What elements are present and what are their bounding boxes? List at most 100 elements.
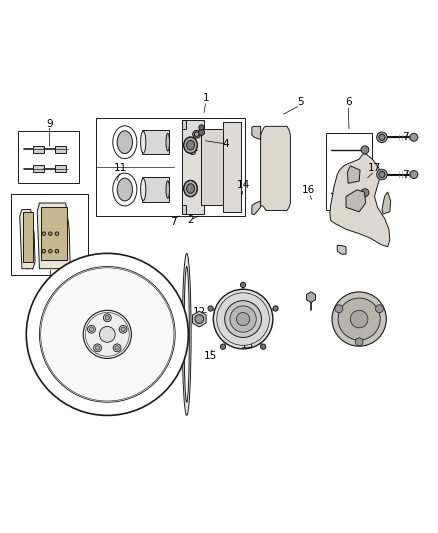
Ellipse shape bbox=[184, 180, 198, 197]
Circle shape bbox=[194, 132, 199, 136]
Circle shape bbox=[193, 130, 201, 138]
Circle shape bbox=[355, 338, 363, 346]
Text: 14: 14 bbox=[237, 181, 250, 190]
Ellipse shape bbox=[182, 253, 191, 415]
Circle shape bbox=[113, 344, 121, 352]
Polygon shape bbox=[182, 205, 186, 214]
Circle shape bbox=[379, 134, 385, 140]
Circle shape bbox=[217, 293, 269, 345]
Polygon shape bbox=[192, 311, 206, 327]
Ellipse shape bbox=[166, 133, 170, 151]
Circle shape bbox=[199, 125, 204, 130]
Circle shape bbox=[195, 314, 204, 324]
Circle shape bbox=[89, 327, 94, 332]
Bar bbox=[55, 165, 66, 172]
Bar bbox=[23, 212, 33, 262]
Bar bbox=[182, 120, 204, 214]
Text: 16: 16 bbox=[302, 185, 315, 195]
Ellipse shape bbox=[141, 179, 146, 200]
Circle shape bbox=[42, 249, 46, 253]
Circle shape bbox=[105, 316, 110, 320]
Text: 3: 3 bbox=[189, 147, 196, 157]
Bar bbox=[11, 194, 88, 275]
Bar bbox=[41, 207, 67, 260]
Ellipse shape bbox=[113, 173, 137, 206]
Circle shape bbox=[240, 282, 246, 287]
Circle shape bbox=[42, 232, 46, 236]
Text: 5: 5 bbox=[297, 97, 304, 107]
Polygon shape bbox=[252, 201, 261, 215]
Ellipse shape bbox=[113, 126, 137, 159]
Bar bbox=[33, 165, 44, 172]
Polygon shape bbox=[37, 203, 70, 269]
Circle shape bbox=[49, 232, 52, 236]
Circle shape bbox=[338, 298, 380, 340]
Circle shape bbox=[115, 346, 119, 350]
Text: 15: 15 bbox=[204, 351, 217, 361]
Text: 8: 8 bbox=[47, 278, 54, 288]
Bar bbox=[326, 133, 372, 209]
Text: 2: 2 bbox=[187, 215, 194, 224]
Circle shape bbox=[379, 172, 385, 177]
Circle shape bbox=[94, 344, 102, 352]
Polygon shape bbox=[20, 209, 35, 269]
Circle shape bbox=[377, 132, 387, 142]
Bar bbox=[142, 177, 169, 202]
Circle shape bbox=[261, 344, 266, 349]
Polygon shape bbox=[252, 126, 261, 140]
Ellipse shape bbox=[187, 184, 194, 193]
Text: 6: 6 bbox=[345, 97, 352, 107]
Circle shape bbox=[213, 289, 273, 349]
Circle shape bbox=[49, 249, 52, 253]
Circle shape bbox=[39, 266, 175, 402]
Text: 12: 12 bbox=[193, 308, 206, 318]
Polygon shape bbox=[261, 126, 290, 211]
Circle shape bbox=[55, 232, 59, 236]
Ellipse shape bbox=[117, 131, 132, 154]
Circle shape bbox=[361, 189, 369, 197]
Polygon shape bbox=[346, 190, 366, 212]
Circle shape bbox=[332, 292, 386, 346]
Text: 11: 11 bbox=[114, 163, 127, 173]
Polygon shape bbox=[182, 120, 186, 128]
Circle shape bbox=[350, 310, 368, 328]
Circle shape bbox=[119, 325, 127, 333]
Circle shape bbox=[237, 312, 250, 326]
Bar bbox=[223, 122, 241, 212]
Bar bbox=[142, 130, 169, 155]
Circle shape bbox=[335, 305, 343, 313]
Ellipse shape bbox=[184, 137, 198, 154]
Bar bbox=[33, 146, 44, 152]
Circle shape bbox=[225, 301, 261, 337]
Text: 7: 7 bbox=[402, 169, 409, 180]
Circle shape bbox=[208, 306, 213, 311]
Bar bbox=[201, 128, 226, 205]
Text: 4: 4 bbox=[222, 139, 229, 149]
Circle shape bbox=[88, 325, 95, 333]
Polygon shape bbox=[307, 292, 315, 302]
Circle shape bbox=[103, 314, 111, 322]
Circle shape bbox=[198, 130, 205, 135]
Ellipse shape bbox=[187, 140, 194, 150]
Bar bbox=[18, 131, 79, 183]
Circle shape bbox=[26, 253, 188, 415]
Ellipse shape bbox=[184, 266, 189, 402]
Polygon shape bbox=[337, 246, 346, 254]
Text: 17: 17 bbox=[368, 163, 381, 173]
Circle shape bbox=[55, 249, 59, 253]
Circle shape bbox=[273, 306, 278, 311]
Text: 9: 9 bbox=[46, 119, 53, 129]
Circle shape bbox=[95, 346, 100, 350]
Circle shape bbox=[121, 327, 125, 332]
Ellipse shape bbox=[117, 178, 132, 201]
Ellipse shape bbox=[166, 181, 170, 198]
Bar bbox=[96, 118, 245, 216]
Circle shape bbox=[230, 306, 256, 332]
Ellipse shape bbox=[141, 131, 146, 153]
Circle shape bbox=[375, 305, 383, 313]
Text: 10: 10 bbox=[70, 308, 83, 318]
Text: 7: 7 bbox=[170, 217, 177, 227]
Polygon shape bbox=[382, 192, 391, 214]
Text: 7: 7 bbox=[402, 132, 409, 142]
Circle shape bbox=[377, 169, 387, 180]
